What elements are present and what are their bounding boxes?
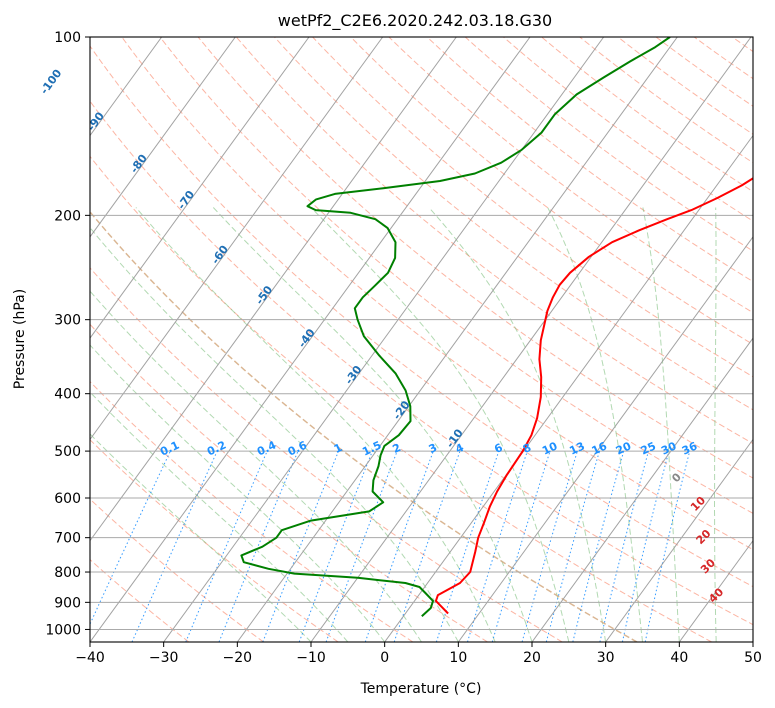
moist-adiabat <box>90 344 386 642</box>
x-axis-label: Temperature (°C) <box>360 681 482 697</box>
mixing-ratio-line <box>218 450 299 642</box>
y-tick-label: 600 <box>54 491 81 507</box>
x-tick-label: −30 <box>149 650 179 666</box>
mixing-ratio-line <box>364 450 434 642</box>
moist-adiabat <box>90 290 422 642</box>
dry-adiabat <box>121 37 753 551</box>
mixing-ratio-label: 16 <box>590 439 610 457</box>
moist-adiabat <box>90 391 349 642</box>
moist-adiabat <box>428 207 607 642</box>
dry-adiabat <box>90 155 712 642</box>
y-tick-label: 800 <box>54 565 81 581</box>
x-tick-label: 10 <box>449 650 467 666</box>
dry-adiabat <box>579 37 753 164</box>
isotherm <box>90 37 384 441</box>
dry-adiabat <box>90 323 488 642</box>
y-tick-label: 700 <box>54 531 81 547</box>
mixing-ratio-line <box>521 450 578 642</box>
isotherm <box>457 235 753 642</box>
isotherm <box>90 37 310 339</box>
dry-adiabat <box>90 267 563 642</box>
y-tick-label: 300 <box>54 313 81 329</box>
isotherm <box>236 37 678 642</box>
y-tick-label: 900 <box>54 595 81 611</box>
isotherm <box>90 37 236 238</box>
mixing-ratio-label: 20 <box>614 439 634 457</box>
dry-adiabat <box>312 37 753 378</box>
x-tick-label: 50 <box>744 650 762 666</box>
dry-adiabat <box>90 498 264 642</box>
mixing-ratio-label: 10 <box>540 439 560 457</box>
moist-adiabat <box>547 207 643 642</box>
y-tick-label: 100 <box>54 30 81 46</box>
y-axis-label: Pressure (hPa) <box>12 289 28 389</box>
mixing-ratio-line <box>393 450 461 642</box>
mixing-ratio-line <box>491 450 551 642</box>
x-tick-label: −20 <box>223 650 253 666</box>
dry-adiabat <box>235 37 753 445</box>
x-tick-label: 40 <box>670 650 688 666</box>
mixing-ratio-line <box>621 450 670 642</box>
y-tick-label: 200 <box>54 208 81 224</box>
x-axis-ticks: −40 −30 −20 −10 0 10 20 30 40 50 <box>75 642 762 666</box>
mixing-ratio-label: 36 <box>680 439 700 457</box>
mixing-ratio-label: 13 <box>567 439 586 457</box>
chart-title: wetPf2_C2E6.2020.242.03.18.G30 <box>278 11 552 31</box>
dry-adiabat <box>350 37 753 345</box>
isotherm <box>90 37 457 542</box>
mixing-ratio-line <box>185 450 268 642</box>
dry-adiabat <box>274 37 753 411</box>
x-tick-label: −10 <box>296 650 326 666</box>
mixing-ratio-line <box>90 450 171 626</box>
isotherm <box>163 37 605 642</box>
isotherm <box>531 337 753 642</box>
reference-adiabat <box>90 210 638 642</box>
dry-adiabat <box>503 37 753 222</box>
grid-lines <box>90 37 753 642</box>
moist-adiabat <box>642 207 680 642</box>
isotherm <box>310 37 752 642</box>
x-tick-label: −40 <box>75 650 105 666</box>
isotherm <box>90 37 531 642</box>
y-axis-ticks: 100 200 300 400 500 600 700 800 900 1000 <box>45 30 90 638</box>
moist-adiabat <box>714 207 717 642</box>
moist-adiabat <box>212 207 533 642</box>
y-tick-label: 500 <box>54 444 81 460</box>
dry-adiabat <box>388 37 753 314</box>
data-traces <box>240 37 753 617</box>
isotherm <box>605 438 753 642</box>
dry-adiabat <box>90 100 753 626</box>
dry-adiabat <box>90 45 753 588</box>
y-tick-label: 400 <box>54 387 81 403</box>
dewpoint-trace <box>240 37 671 617</box>
mixing-ratio-line <box>599 450 649 642</box>
x-tick-label: 20 <box>523 650 541 666</box>
moist-adiabat <box>90 433 312 642</box>
dry-adiabat <box>541 37 753 193</box>
temperature-trace <box>434 177 753 615</box>
y-tick-label: 1000 <box>45 622 81 638</box>
dry-adiabat <box>159 37 753 514</box>
mixing-ratio-line <box>131 450 218 642</box>
mixing-ratio-line <box>572 450 625 642</box>
mixing-ratio-line <box>644 450 691 642</box>
mixing-ratio-label: 30 <box>659 439 679 457</box>
mixing-ratio-line <box>467 450 528 642</box>
isotherm <box>384 134 753 642</box>
x-tick-label: 30 <box>597 650 615 666</box>
mixing-ratio-label: 25 <box>639 439 658 457</box>
plot-frame <box>89 36 754 643</box>
mixing-ratio-line <box>435 450 500 642</box>
x-tick-label: 0 <box>380 650 389 666</box>
